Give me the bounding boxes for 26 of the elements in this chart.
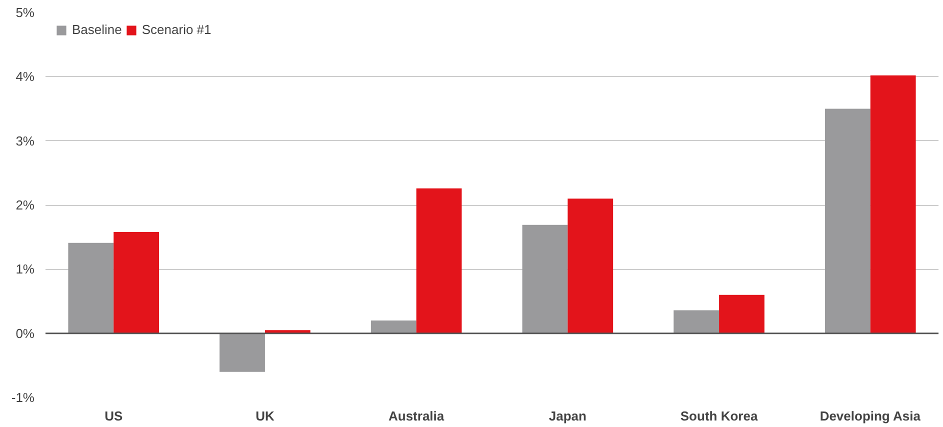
bar [674,310,720,334]
legend-label: Scenario #1 [142,22,212,37]
y-tick-label: 1% [16,262,35,277]
x-tick-label: US [104,408,123,424]
y-tick-label: -1% [11,390,35,405]
bar [416,188,462,334]
y-tick-label: 3% [16,133,35,148]
x-tick-label: Developing Asia [820,408,922,424]
bar [370,320,416,334]
x-tick-label: UK [256,408,275,424]
x-tick-label: Japan [548,408,587,424]
x-tick-label: South Korea [680,408,758,424]
y-tick-label: 5% [16,5,35,20]
bar [568,198,614,334]
bar [220,333,265,372]
y-tick-label: 0% [16,326,35,341]
y-tick-label: 2% [16,198,35,212]
bar [68,242,114,334]
y-tick-label: 4% [16,69,35,84]
legend-label: Baseline [72,22,122,37]
bar [870,75,916,334]
bar [522,224,568,334]
bar [719,294,764,334]
bar [824,108,870,334]
bar [114,232,160,334]
x-tick-label: Australia [388,408,445,424]
